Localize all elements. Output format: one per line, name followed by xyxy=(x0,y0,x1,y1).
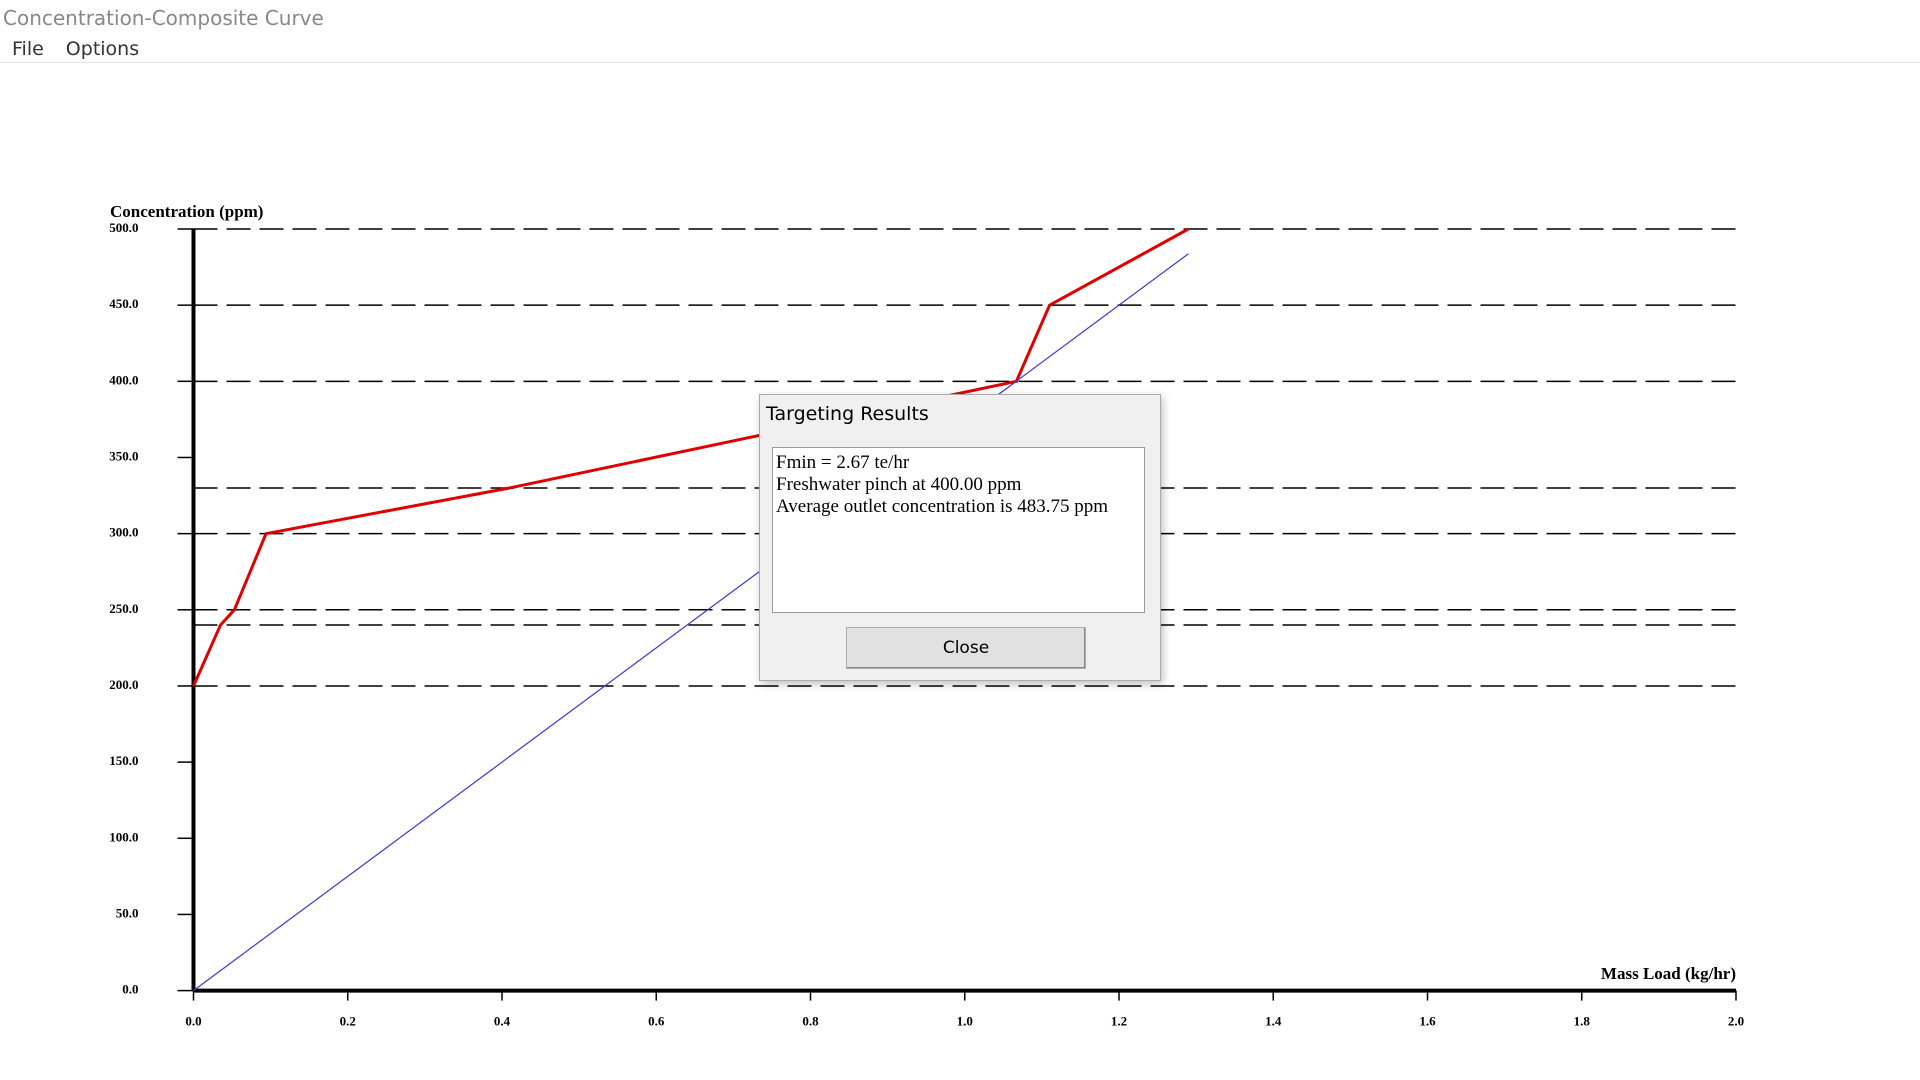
y-axis-label: Concentration (ppm) xyxy=(110,202,263,221)
y-tick-label: 0.0 xyxy=(122,982,138,997)
x-axis-label: Mass Load (kg/hr) xyxy=(1601,964,1736,983)
x-tick-label: 1.2 xyxy=(1111,1014,1127,1029)
x-tick-label: 0.2 xyxy=(340,1014,356,1029)
x-tick-label: 0.6 xyxy=(648,1014,665,1029)
series-line xyxy=(192,227,1190,687)
window-title: Concentration-Composite Curve xyxy=(3,6,324,30)
y-tick-label: 100.0 xyxy=(109,829,138,844)
x-tick-label: 2.0 xyxy=(1728,1014,1744,1029)
y-tick-label: 350.0 xyxy=(109,448,138,463)
menu-item[interactable]: File xyxy=(12,38,44,60)
result-line: Average outlet concentration is 483.75 p… xyxy=(776,496,1109,517)
menu-item[interactable]: Options xyxy=(65,38,140,60)
x-tick-label: 0.8 xyxy=(802,1014,819,1029)
x-tick-label: 1.4 xyxy=(1265,1014,1282,1029)
y-tick-label: 250.0 xyxy=(109,601,138,616)
targeting-dialog: Targeting Results Fmin = 2.67 te/hr Fres… xyxy=(759,394,1161,681)
x-tick-label: 1.6 xyxy=(1419,1014,1436,1029)
y-tick-label: 500.0 xyxy=(109,220,138,235)
results-text: Fmin = 2.67 te/hr Freshwater pinch at 40… xyxy=(772,447,1145,613)
series-line xyxy=(193,253,1189,992)
x-tick-label: 0.0 xyxy=(185,1014,201,1029)
y-tick-label: 400.0 xyxy=(109,372,138,387)
x-tick-label: 1.8 xyxy=(1574,1014,1591,1029)
y-tick-label: 450.0 xyxy=(109,296,138,311)
close-button[interactable]: Close xyxy=(846,627,1086,669)
result-line: Freshwater pinch at 400.00 ppm xyxy=(776,474,1022,495)
y-tick-label: 200.0 xyxy=(109,677,138,692)
y-tick-label: 300.0 xyxy=(109,525,138,540)
y-tick-label: 50.0 xyxy=(116,905,139,920)
x-tick-label: 1.0 xyxy=(957,1014,973,1029)
menu-bar: File Options xyxy=(12,38,139,60)
y-tick-label: 150.0 xyxy=(109,753,138,768)
x-tick-label: 0.4 xyxy=(494,1014,511,1029)
menu-separator xyxy=(0,62,1920,63)
result-line: Fmin = 2.67 te/hr xyxy=(776,452,910,473)
dialog-title: Targeting Results xyxy=(766,403,929,425)
